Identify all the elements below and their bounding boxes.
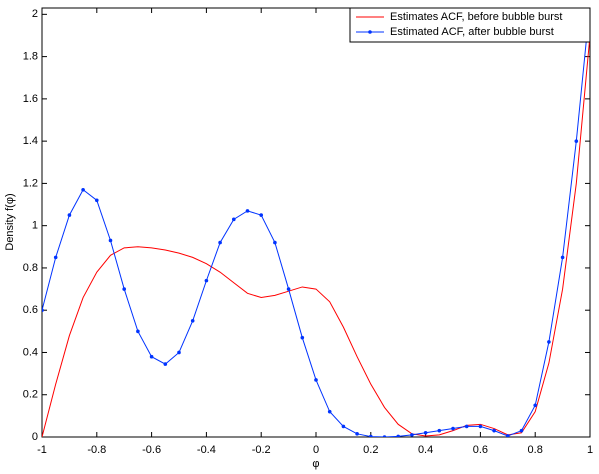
y-tick-label: 0.6	[23, 304, 38, 316]
legend-box	[349, 7, 591, 43]
data-point	[95, 198, 99, 203]
y-tick-label: 0.4	[23, 346, 38, 358]
legend: Estimates ACF, before bubble burst Estima…	[349, 7, 591, 43]
x-tick-label: -0.6	[142, 444, 161, 456]
data-point	[355, 432, 359, 436]
data-point	[492, 428, 496, 433]
data-point	[177, 350, 181, 355]
data-point	[149, 354, 154, 359]
y-tick-label: 0.8	[23, 262, 38, 274]
x-tick-label: -0.4	[197, 444, 216, 456]
data-point	[519, 428, 524, 433]
data-point	[81, 187, 85, 192]
y-tick-label: 2	[32, 8, 38, 20]
x-tick-label: 0.8	[528, 444, 543, 456]
x-tick-label: 1	[587, 444, 593, 456]
data-point	[382, 435, 387, 437]
data-point	[588, 2, 592, 6]
x-tick-label: 0.2	[363, 444, 378, 456]
data-point	[327, 409, 332, 414]
data-point	[108, 238, 113, 243]
data-point	[136, 329, 140, 334]
data-point	[533, 403, 537, 408]
y-tick-label: 0	[32, 431, 38, 443]
data-point	[42, 308, 44, 313]
data-point	[300, 335, 305, 340]
x-tick-label: -0.8	[87, 444, 106, 456]
x-tick-label: 0.4	[418, 444, 433, 456]
data-point	[314, 378, 318, 382]
data-point	[67, 213, 72, 217]
x-tick-label: -1	[37, 444, 47, 456]
data-point	[259, 213, 264, 217]
data-point	[286, 287, 291, 291]
data-point	[410, 433, 414, 437]
y-tick-label: 1.4	[23, 135, 38, 147]
data-point	[451, 426, 455, 431]
data-point	[547, 340, 551, 344]
y-tick-label: 1.8	[23, 51, 38, 63]
data-point	[574, 139, 579, 143]
data-point	[560, 255, 565, 260]
data-point	[163, 362, 168, 366]
x-tick-label: 0.6	[473, 444, 488, 456]
data-point	[478, 424, 483, 429]
data-point	[506, 434, 510, 437]
x-tick-label: 0	[313, 444, 319, 456]
x-axis-label: φ	[312, 458, 319, 470]
legend-marker	[368, 30, 372, 34]
data-point	[464, 424, 469, 429]
data-point	[204, 278, 209, 283]
y-tick-label: 1	[32, 220, 38, 232]
legend-label: Estimated ACF, after bubble burst	[390, 26, 554, 38]
data-point	[369, 434, 373, 437]
series-line	[42, 35, 590, 437]
data-point	[341, 424, 346, 429]
plot-layer	[42, 2, 592, 437]
data-point	[122, 287, 126, 291]
data-point	[245, 209, 250, 213]
data-point	[423, 430, 428, 435]
y-tick-label: 1.2	[23, 177, 38, 189]
data-point	[437, 428, 442, 433]
plot-area	[41, 7, 591, 438]
data-point	[273, 240, 277, 245]
data-point	[396, 434, 400, 437]
y-tick-label: 0.2	[23, 389, 38, 401]
data-point	[218, 240, 222, 245]
data-point	[53, 255, 58, 260]
y-axis-label: Density f(φ)	[4, 193, 16, 250]
legend-label: Estimates ACF, before bubble burst	[390, 11, 562, 23]
x-tick-label: -0.2	[252, 444, 271, 456]
y-tick-label: 1.6	[23, 93, 38, 105]
data-point	[232, 217, 236, 222]
data-point	[190, 318, 195, 323]
